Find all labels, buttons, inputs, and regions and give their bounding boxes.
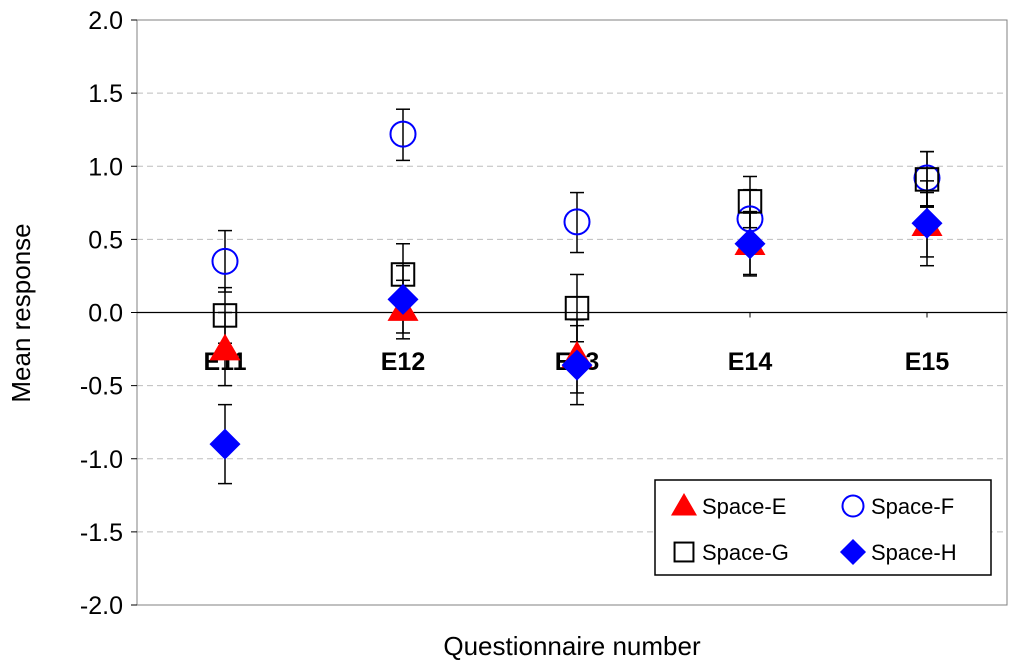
data-point-diamond	[911, 207, 943, 239]
category-label: E15	[905, 348, 950, 376]
y-axis-title: Mean response	[6, 223, 36, 402]
data-point-diamond	[209, 428, 241, 460]
y-tick-label: 0.5	[88, 226, 123, 254]
data-marks	[209, 108, 943, 485]
y-tick-label: -0.5	[80, 373, 123, 401]
data-point-triangle	[209, 333, 241, 361]
data-point-diamond	[839, 538, 867, 566]
data-point-square	[914, 167, 940, 192]
zero-line	[137, 311, 1007, 318]
legend: Space-E Space-F Space-G Space-H	[654, 479, 992, 576]
data-point-square	[737, 189, 763, 214]
legend-label: Space-G	[702, 540, 789, 565]
gridlines	[137, 92, 1007, 533]
series-points-space-f	[211, 120, 941, 275]
y-tick-label: -2.0	[80, 592, 123, 620]
series-space-g	[218, 150, 934, 344]
y-tick-label: 1.5	[88, 80, 123, 108]
y-tick-label: 2.0	[88, 7, 123, 35]
data-point-circle	[211, 247, 239, 275]
category-label: E14	[728, 348, 773, 376]
series-space-f	[218, 108, 934, 293]
y-tick-label: 1.0	[88, 153, 123, 181]
series-points-space-g	[212, 167, 940, 328]
y-tick-label: -1.0	[80, 446, 123, 474]
data-point-square	[564, 295, 590, 321]
series-space-h	[218, 180, 934, 485]
data-point-square	[212, 303, 238, 328]
data-point-diamond	[734, 228, 766, 260]
data-point-diamond	[387, 283, 419, 315]
legend-label: Space-F	[871, 494, 954, 519]
data-point-circle	[389, 120, 417, 148]
y-axis-ticks: 2.0 1.5 1.0 0.5 0.0 -0.5 -1.0 -1.5 -2.0	[80, 7, 137, 620]
data-point-triangle	[670, 492, 698, 516]
y-tick-label: -1.5	[80, 519, 123, 547]
data-point-circle	[563, 208, 591, 236]
category-label: E12	[381, 348, 425, 376]
data-point-circle	[841, 494, 865, 518]
series-points-space-e	[209, 209, 943, 368]
legend-label: Space-E	[702, 494, 786, 519]
series-points-space-h	[209, 207, 943, 460]
data-point-diamond	[561, 349, 593, 381]
y-tick-label: 0.0	[88, 300, 123, 328]
x-axis-title: Questionnaire number	[443, 631, 701, 661]
legend-box	[654, 479, 992, 576]
legend-label: Space-H	[871, 540, 957, 565]
data-point-square	[673, 541, 695, 563]
